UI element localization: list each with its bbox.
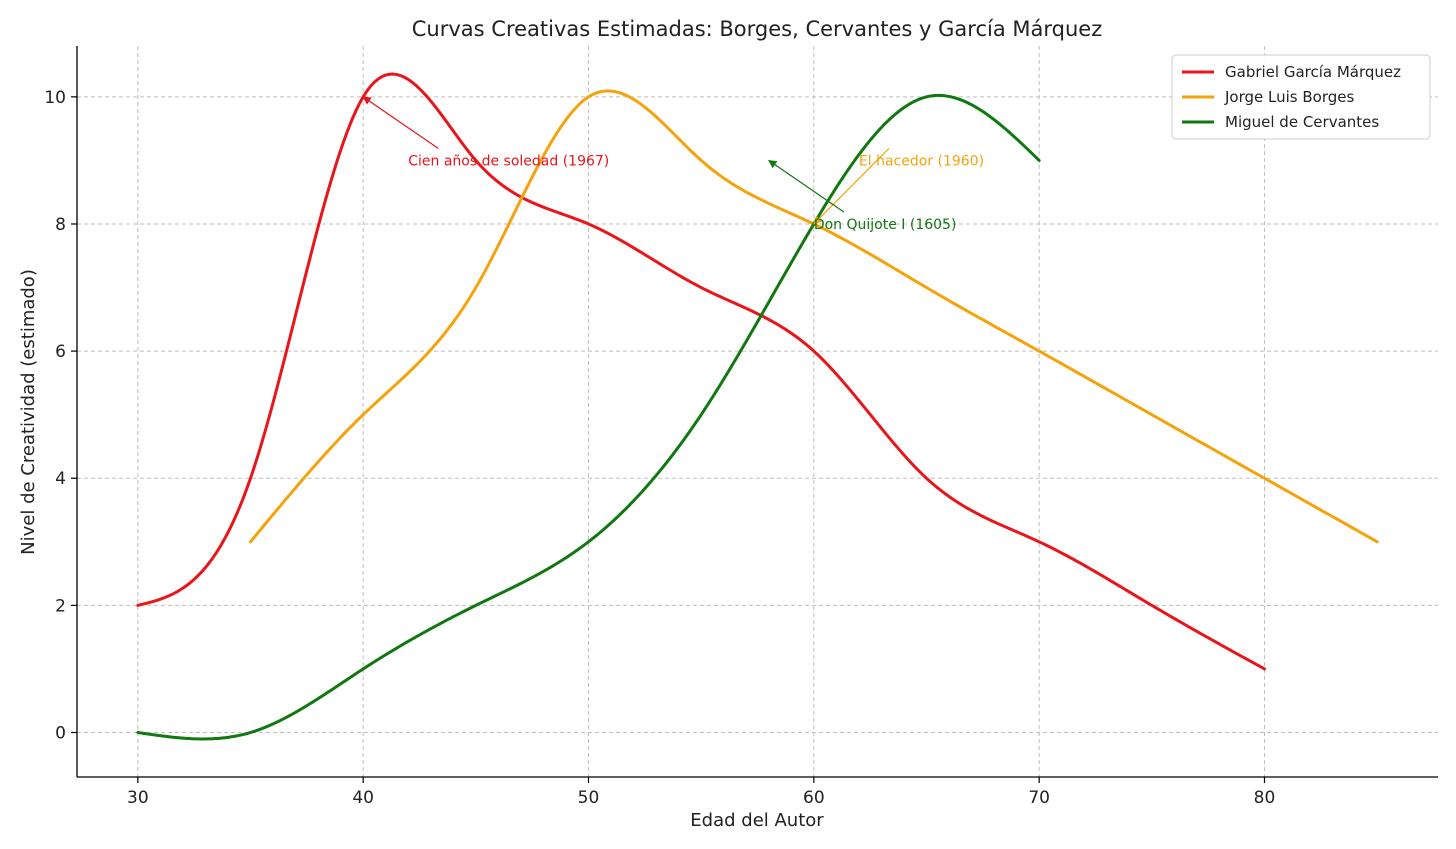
legend-entry: Jorge Luis Borges: [1224, 88, 1354, 106]
y-tick-label: 4: [55, 469, 66, 489]
x-tick-label: 70: [1028, 788, 1050, 808]
annotation-arrow: [362, 96, 439, 149]
x-tick-label: 30: [127, 788, 149, 808]
series-layer: [136, 72, 1379, 741]
x-tick-label: 60: [803, 788, 825, 808]
annotation-label: Don Quijote I (1605): [814, 217, 957, 233]
x-axis-label: Edad del Autor: [690, 810, 824, 831]
series-line-0: [136, 72, 1266, 671]
legend: Gabriel García Márquez Jorge Luis Borges M…: [1171, 54, 1431, 140]
y-tick-label: 6: [55, 342, 66, 362]
legend-entry: Miguel de Cervantes: [1225, 113, 1379, 131]
chart-title: Curvas Creativas Estimadas: Borges, Cerv…: [412, 17, 1102, 41]
grid-layer: [77, 46, 1438, 777]
x-tick-label: 80: [1254, 788, 1276, 808]
axes: 30 40 50 60 70 80 0 2 4 6 8 10: [44, 46, 1438, 808]
series-line-2: [136, 93, 1041, 741]
y-tick-label: 10: [44, 88, 66, 108]
x-tick-label: 40: [352, 788, 374, 808]
annotation-label: El hacedor (1960): [859, 153, 984, 169]
annotation-arrow: [768, 159, 845, 213]
y-axis-label: Nivel de Creatividad (estimado): [18, 269, 39, 555]
annotations: Cien años de soledad (1967) El hacedor (1…: [362, 96, 984, 233]
y-tick-label: 2: [55, 596, 66, 616]
legend-entry: Gabriel García Márquez: [1225, 63, 1401, 81]
y-tick-label: 8: [55, 215, 66, 235]
y-tick-label: 0: [55, 724, 66, 744]
annotation-label: Cien años de soledad (1967): [408, 153, 609, 169]
annotation-arrow: [813, 147, 890, 225]
legend-box: [1171, 54, 1431, 140]
x-tick-label: 50: [578, 788, 600, 808]
